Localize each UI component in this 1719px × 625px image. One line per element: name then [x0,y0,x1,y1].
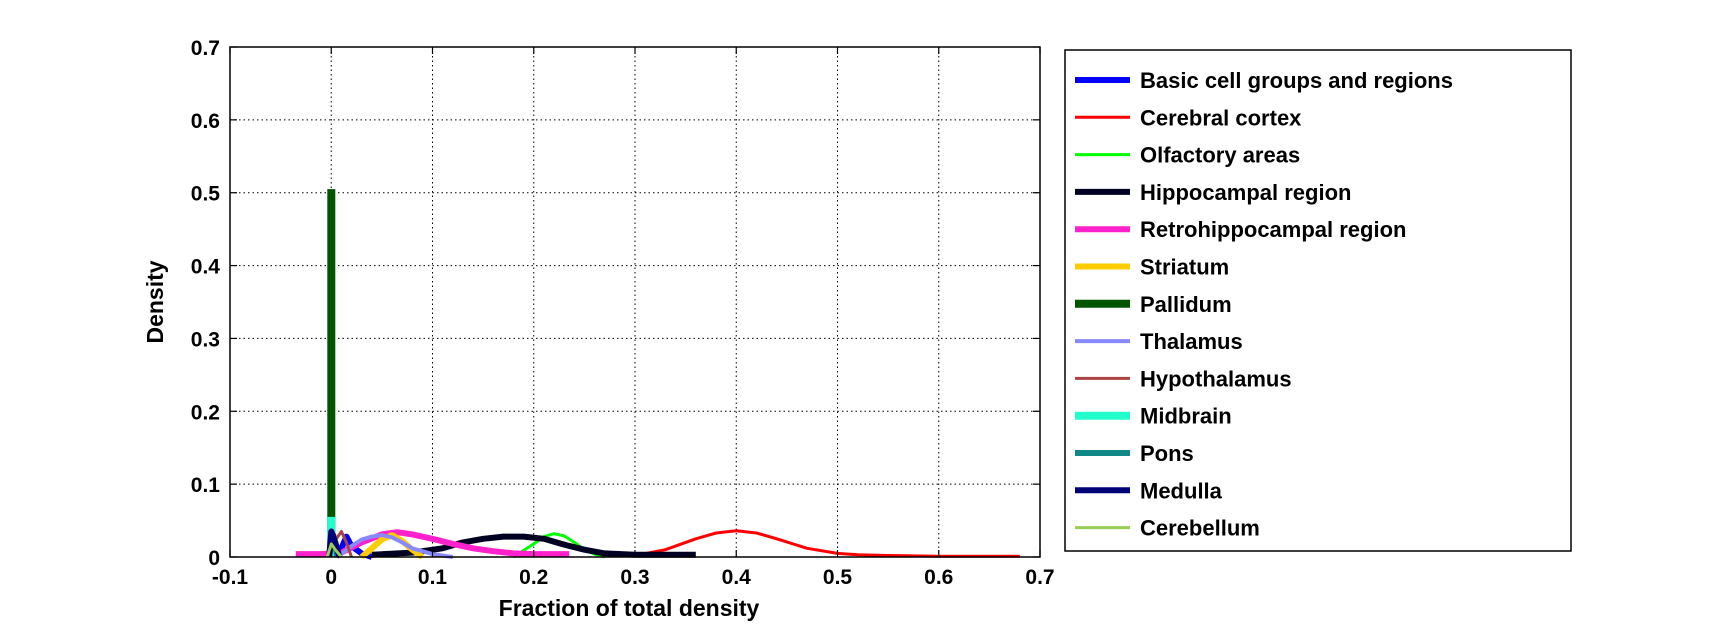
y-tick-label: 0.5 [191,183,221,206]
series-layer [295,188,1020,560]
x-tick-label: 0.5 [823,566,853,589]
x-tick-label: 0.6 [924,566,953,589]
y-tick-label: 0.7 [191,37,220,60]
y-tick-label: 0.3 [191,328,220,351]
legend-label-midbrain: Midbrain [1140,404,1232,429]
x-tick-label: 0.1 [418,566,448,589]
x-tick-label: 0 [325,566,337,589]
legend-label-hypothalamus: Hypothalamus [1140,366,1292,391]
axis-ticks [229,46,1041,558]
legend-label-striatum: Striatum [1140,255,1229,280]
series-line-cerebral-cortex [634,529,1020,558]
y-tick-label: 0.1 [191,474,221,497]
legend-label-olfactory-areas: Olfactory areas [1140,143,1300,168]
legend-label-cerebral-cortex: Cerebral cortex [1140,105,1302,130]
x-tick-label: 0.7 [1025,566,1054,589]
series-line-hippocampal-region [371,533,696,558]
grid-lines [230,47,1040,557]
tick-labels: -0.1 0 0.1 0.2 0.3 0.4 0.5 0.6 0.700.10.20.30.40… [191,37,1055,589]
x-axis-label: Fraction of total density [499,595,760,621]
legend-label-hippocampal-region: Hippocampal region [1140,180,1351,205]
legend-label-thalamus: Thalamus [1140,329,1243,354]
legend-label-pallidum: Pallidum [1140,292,1232,317]
legend-label-retrohippocampal-region: Retrohippocampal region [1140,217,1406,242]
legend-box [1064,49,1572,552]
legend-label-pons: Pons [1140,441,1194,466]
legend-label-cerebellum: Cerebellum [1140,516,1260,541]
legend: Basic cell groups and regions Cerebral co… [1064,49,1572,552]
y-tick-label: 0.6 [191,110,220,133]
y-tick-label: 0.4 [191,256,221,279]
legend-label-basic-cell-groups-and-regions: Basic cell groups and regions [1140,68,1453,93]
y-tick-label: 0.2 [191,401,220,424]
y-tick-label: 0 [208,547,220,570]
x-tick-label: -0.1 [212,566,249,589]
series-line-thalamus [340,533,454,559]
series-line-cerebellum [325,542,343,558]
y-axis-label: Density [142,260,168,343]
legend-label-medulla: Medulla [1140,478,1223,503]
x-tick-label: 0.4 [722,566,752,589]
x-tick-label: 0.3 [620,566,649,589]
x-tick-label: 0.2 [519,566,548,589]
